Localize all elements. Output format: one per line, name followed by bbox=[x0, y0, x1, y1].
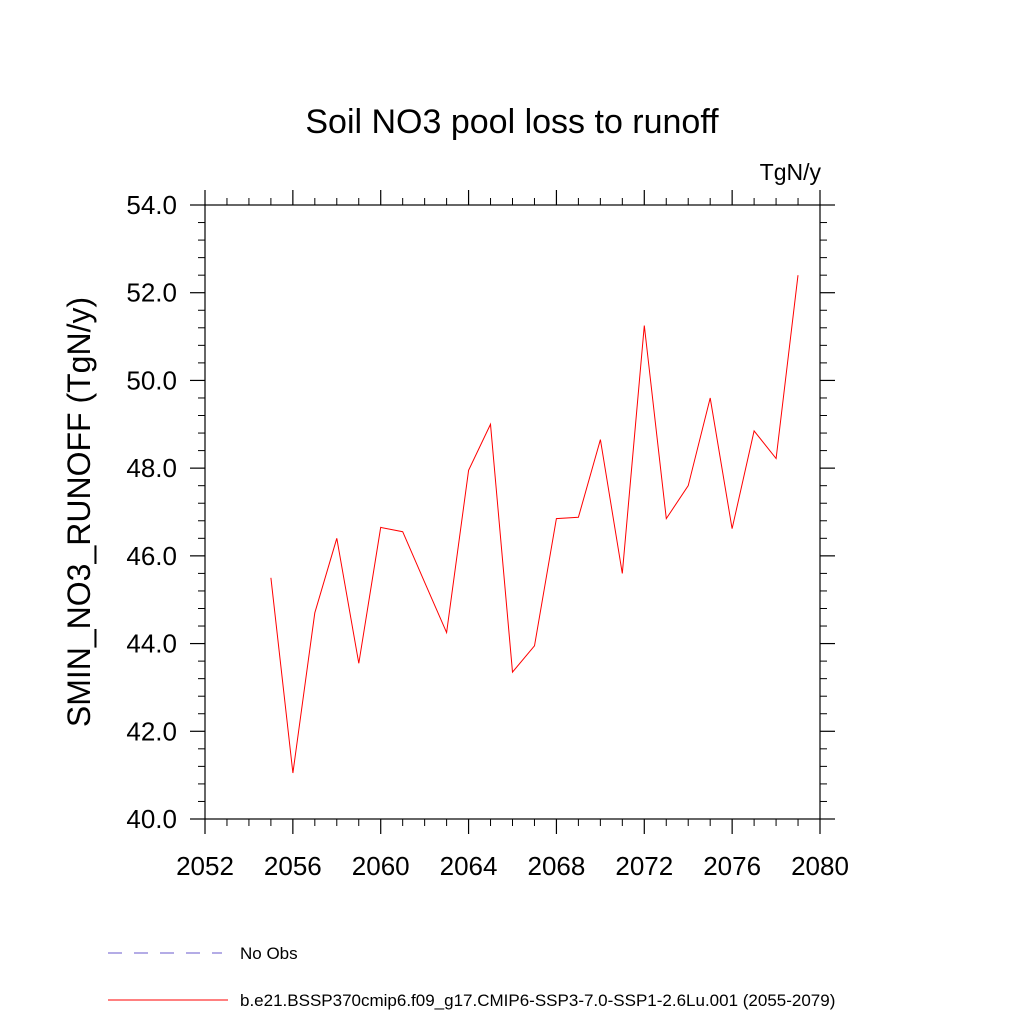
y-tick-label: 44.0 bbox=[126, 629, 177, 659]
legend-label-model: b.e21.BSSP370cmip6.f09_g17.CMIP6-SSP3-7.… bbox=[240, 991, 835, 1010]
y-tick-label: 42.0 bbox=[126, 716, 177, 746]
y-tick-label: 52.0 bbox=[126, 278, 177, 308]
x-tick-label: 2080 bbox=[791, 851, 849, 881]
x-tick-label: 2064 bbox=[440, 851, 498, 881]
axis-ticks bbox=[190, 190, 835, 834]
y-tick-label: 50.0 bbox=[126, 365, 177, 395]
x-tick-label: 2072 bbox=[615, 851, 673, 881]
x-tick-label: 2056 bbox=[264, 851, 322, 881]
plot-frame bbox=[204, 204, 821, 820]
x-tick-label: 2068 bbox=[528, 851, 586, 881]
legend: No Obs b.e21.BSSP370cmip6.f09_g17.CMIP6-… bbox=[108, 944, 835, 1010]
chart-title: Soil NO3 pool loss to runoff bbox=[305, 103, 719, 141]
series-group bbox=[270, 275, 799, 774]
y-tick-labels: 40.0 42.0 44.0 46.0 48.0 50.0 52.0 54.0 bbox=[126, 190, 177, 834]
units-label: TgN/y bbox=[760, 159, 822, 185]
x-tick-label: 2052 bbox=[176, 851, 234, 881]
x-tick-labels: 2052 2056 2060 2064 2068 2072 2076 2080 bbox=[176, 851, 849, 881]
x-tick-label: 2076 bbox=[703, 851, 761, 881]
y-tick-label: 46.0 bbox=[126, 541, 177, 571]
legend-label-no-obs: No Obs bbox=[240, 944, 298, 963]
y-tick-label: 54.0 bbox=[126, 190, 177, 220]
series-line bbox=[270, 275, 799, 774]
y-axis-label: SMIN_NO3_RUNOFF (TgN/y) bbox=[61, 297, 97, 727]
x-tick-label: 2060 bbox=[352, 851, 410, 881]
y-tick-label: 48.0 bbox=[126, 453, 177, 483]
y-tick-label: 40.0 bbox=[126, 804, 177, 834]
